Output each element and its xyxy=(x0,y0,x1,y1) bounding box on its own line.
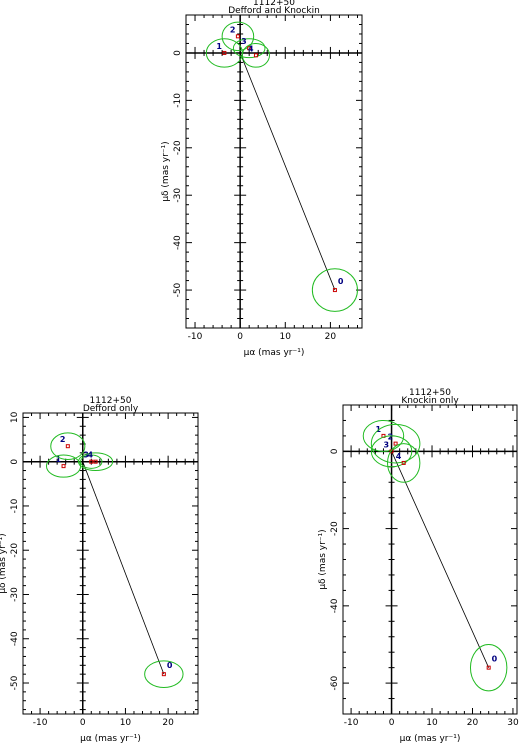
x-tick-label: -10 xyxy=(188,332,203,342)
x-tick-label: 0 xyxy=(80,718,86,728)
y-tick-label: -50 xyxy=(10,675,20,690)
data-point xyxy=(393,441,398,446)
point-label: 0 xyxy=(338,277,344,286)
x-axis-label: μα (mas yr⁻¹) xyxy=(80,734,141,744)
x-tick-label: 0 xyxy=(389,718,395,728)
error-ellipse xyxy=(362,419,405,452)
x-tick-label: 10 xyxy=(120,718,132,728)
chart-subtitle: Defford only xyxy=(83,404,139,414)
error-ellipse xyxy=(232,38,266,59)
chart-subtitle: Knockin only xyxy=(401,396,459,406)
error-ellipse xyxy=(241,42,270,68)
y-tick-label: -40 xyxy=(173,235,183,250)
data-point xyxy=(61,464,66,469)
y-tick-label: -20 xyxy=(173,140,183,155)
y-tick-label: -10 xyxy=(10,498,20,513)
y-tick-label: -20 xyxy=(10,543,20,558)
error-ellipse xyxy=(221,21,255,52)
y-tick-label: 10 xyxy=(10,411,20,423)
x-tick-label: -10 xyxy=(33,718,48,728)
x-tick-label: 20 xyxy=(467,718,479,728)
y-tick-label: 0 xyxy=(173,50,183,56)
x-tick-label: 0 xyxy=(237,332,243,342)
x-tick-label: 10 xyxy=(280,332,292,342)
y-tick-label: -30 xyxy=(173,188,183,203)
data-point xyxy=(247,46,252,51)
y-axis-label: μδ (mas yr⁻¹) xyxy=(318,529,328,589)
point-label: 3 xyxy=(384,440,390,449)
y-tick-label: -40 xyxy=(330,598,340,613)
error-ellipse xyxy=(387,443,421,483)
plot-frame xyxy=(22,412,199,715)
plot-frame xyxy=(185,14,363,329)
data-point xyxy=(93,459,98,464)
chart-title: 1112+50 xyxy=(409,388,451,398)
chart-title: 1112+50 xyxy=(90,396,132,406)
data-point xyxy=(89,459,94,464)
y-axis-label: μδ (mas yr⁻¹) xyxy=(0,533,8,593)
y-tick-label: -10 xyxy=(173,93,183,108)
data-point xyxy=(65,444,70,449)
x-tick-label: 20 xyxy=(325,332,337,342)
data-point xyxy=(222,50,227,55)
error-ellipse xyxy=(311,268,358,312)
proper-motion-line xyxy=(391,451,490,668)
y-axis-label: μδ (mas yr⁻¹) xyxy=(161,141,171,201)
x-tick-label: -10 xyxy=(344,718,359,728)
error-ellipse xyxy=(77,452,114,472)
data-point xyxy=(161,672,166,677)
data-point xyxy=(401,460,406,465)
y-tick-label: -30 xyxy=(10,587,20,602)
x-axis-label: μα (mas yr⁻¹) xyxy=(244,348,305,358)
point-label: 0 xyxy=(167,661,173,670)
y-tick-label: 0 xyxy=(10,459,20,465)
error-ellipse xyxy=(50,432,86,460)
error-ellipse xyxy=(469,643,508,692)
x-tick-label: 30 xyxy=(507,718,519,728)
y-tick-label: -40 xyxy=(10,631,20,646)
error-ellipse xyxy=(370,435,413,468)
data-point xyxy=(332,288,337,293)
point-label: 4 xyxy=(88,451,94,460)
point-label: 1 xyxy=(56,455,62,464)
y-tick-label: 0 xyxy=(330,448,340,454)
data-point xyxy=(235,34,240,39)
point-label: 4 xyxy=(248,44,254,53)
y-tick-label: -50 xyxy=(173,282,183,297)
point-label: 2 xyxy=(60,435,66,444)
data-point xyxy=(486,665,491,670)
y-tick-label: -60 xyxy=(330,675,340,690)
point-label: 3 xyxy=(241,37,247,46)
point-label: 2 xyxy=(388,433,394,442)
error-ellipse xyxy=(144,660,184,688)
proper-motion-line xyxy=(82,461,165,675)
chart-subtitle: Defford and Knockin xyxy=(228,6,320,16)
point-label: 0 xyxy=(492,655,498,664)
error-ellipse xyxy=(80,454,103,469)
error-ellipse xyxy=(370,423,421,464)
proper-motion-line xyxy=(239,52,336,291)
x-axis-label: μα (mas yr⁻¹) xyxy=(400,734,461,744)
x-tick-label: 20 xyxy=(162,718,174,728)
y-tick-label: -20 xyxy=(330,521,340,536)
point-label: 2 xyxy=(230,25,236,34)
point-label: 4 xyxy=(396,452,402,461)
chart-title: 1112+50 xyxy=(253,0,295,8)
point-label: 3 xyxy=(83,451,89,460)
data-point xyxy=(253,53,258,58)
x-tick-label: 10 xyxy=(426,718,438,728)
point-label: 1 xyxy=(216,42,222,51)
